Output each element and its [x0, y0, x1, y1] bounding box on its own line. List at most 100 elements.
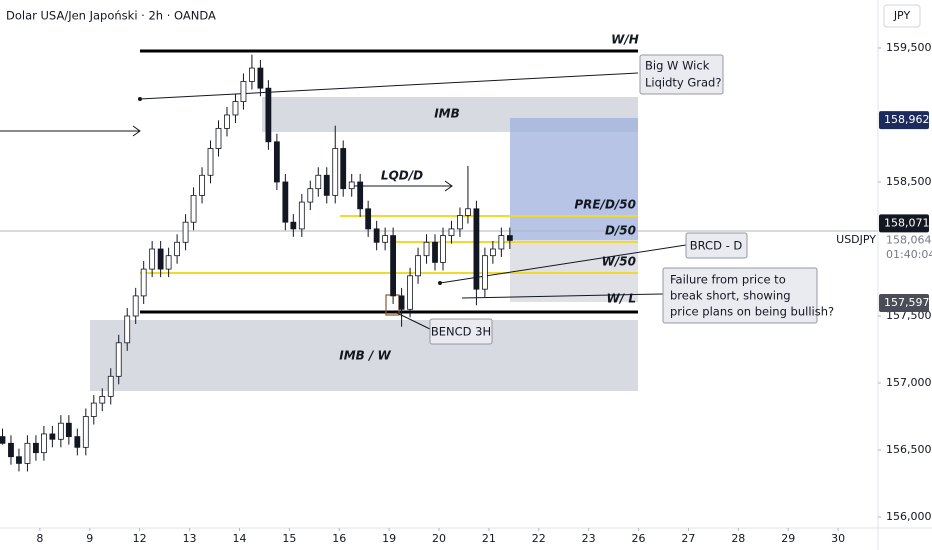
candle-body	[140, 268, 147, 297]
callout-anchor	[438, 281, 442, 285]
price-badge-label: 158,071	[884, 216, 930, 229]
trend-anchor	[138, 97, 142, 101]
candle-body	[16, 456, 22, 464]
candle-body	[249, 67, 255, 82]
candle-body	[99, 396, 106, 404]
callout-text: BENCD 3H	[431, 325, 491, 339]
x-tick-label: 8	[36, 532, 43, 545]
candle-body	[232, 101, 239, 116]
x-tick-label: 12	[133, 532, 147, 545]
x-tick-label: 13	[183, 532, 197, 545]
trend-line	[139, 72, 639, 100]
x-tick-label: 9	[86, 532, 93, 545]
x-tick-label: 28	[731, 532, 745, 545]
candle-body	[24, 442, 31, 464]
currency-box[interactable]	[883, 4, 921, 28]
chart-title: Dolar USA/Jen Japoński · 2h · OANDA	[6, 9, 216, 23]
annotation: W/H	[611, 33, 639, 47]
candle-body	[506, 235, 513, 241]
y-tick-label: 158,500	[886, 175, 932, 188]
y-tick-label: 159,500	[886, 41, 932, 54]
candle-body	[8, 442, 14, 458]
candle-body	[290, 221, 297, 230]
callout-text: BRCD - D	[690, 239, 743, 253]
x-tick-label: 23	[582, 532, 596, 545]
candle-body	[407, 275, 413, 310]
candle-body	[115, 342, 122, 377]
x-tick-label: 26	[632, 532, 646, 545]
x-tick-label: 30	[831, 532, 845, 545]
target-zone	[510, 118, 638, 240]
candles	[0, 54, 513, 472]
candle-body	[298, 201, 305, 230]
candle-body	[323, 174, 330, 196]
candle-body	[215, 127, 222, 149]
price-axis	[878, 0, 932, 550]
candle-body	[398, 295, 405, 310]
arrow-head	[132, 125, 141, 137]
candle-body	[465, 208, 471, 216]
candle-body	[90, 402, 97, 417]
candle-body	[107, 375, 114, 397]
symbol-label: USDJPY	[836, 233, 876, 246]
candle-body	[165, 255, 172, 270]
annotation: W/50	[602, 255, 636, 269]
candle-body	[124, 315, 131, 344]
imb-w-zone	[90, 320, 638, 391]
candle-body	[307, 188, 314, 203]
candle-body	[390, 235, 397, 297]
candle-body	[0, 436, 6, 444]
x-tick-label: 20	[432, 532, 446, 545]
candle-body	[57, 422, 64, 440]
candle-body	[65, 422, 72, 438]
candle-body	[174, 241, 180, 257]
x-tick-label: 15	[282, 532, 296, 545]
candle-body	[265, 87, 272, 143]
candle-body	[432, 241, 438, 263]
x-tick-label: 14	[232, 532, 246, 545]
candle-body	[182, 221, 189, 243]
drawings	[0, 49, 878, 391]
price-badge-label: 157,597	[884, 296, 930, 309]
candle-body	[340, 148, 347, 190]
callout-text: price plans on being bullish?	[670, 305, 834, 319]
candle-body	[199, 174, 205, 196]
callout-box	[639, 54, 724, 95]
candle-body	[315, 174, 322, 190]
candle-body	[149, 248, 156, 270]
candle-body	[473, 208, 480, 290]
y-tick-label: 156,500	[886, 443, 932, 456]
stop-zone	[510, 240, 638, 302]
candle-body	[157, 248, 164, 270]
x-tick-label: 21	[482, 532, 496, 545]
countdown: 01:40:04	[886, 248, 932, 261]
candle-body	[257, 67, 264, 89]
candle-body	[448, 228, 455, 236]
price-badge-label: 158,962	[884, 113, 930, 126]
callout-text: Liqidty Grad?	[645, 76, 721, 90]
price-badge	[879, 293, 929, 312]
annotation: IMB / W	[339, 349, 391, 363]
price-badge	[879, 214, 929, 233]
callout-box	[662, 267, 818, 324]
candle-body	[489, 248, 496, 257]
callout-line	[461, 293, 664, 299]
x-tick-label: 27	[681, 532, 695, 545]
last-price: 158,064	[886, 233, 932, 246]
x-tick-label: 22	[532, 532, 546, 545]
candle-body	[423, 241, 430, 257]
annotations: W/H IMB LQD/D PRE/D/50 D/50 W/50 W/ L IM…	[339, 33, 834, 363]
annotation: W/ L	[607, 292, 636, 306]
annotation: PRE/D/50	[574, 198, 636, 212]
annotation: IMB	[434, 107, 460, 121]
callout-text: break short, showing	[670, 289, 791, 303]
candle-body	[332, 148, 339, 196]
y-tick-label: 157,000	[886, 376, 932, 389]
x-tick-label: 19	[382, 532, 396, 545]
candle-body	[481, 255, 488, 290]
candle-body	[457, 215, 463, 230]
candle-body	[498, 235, 505, 250]
candle-body	[365, 208, 372, 230]
y-tick-label: 157,500	[886, 309, 932, 322]
